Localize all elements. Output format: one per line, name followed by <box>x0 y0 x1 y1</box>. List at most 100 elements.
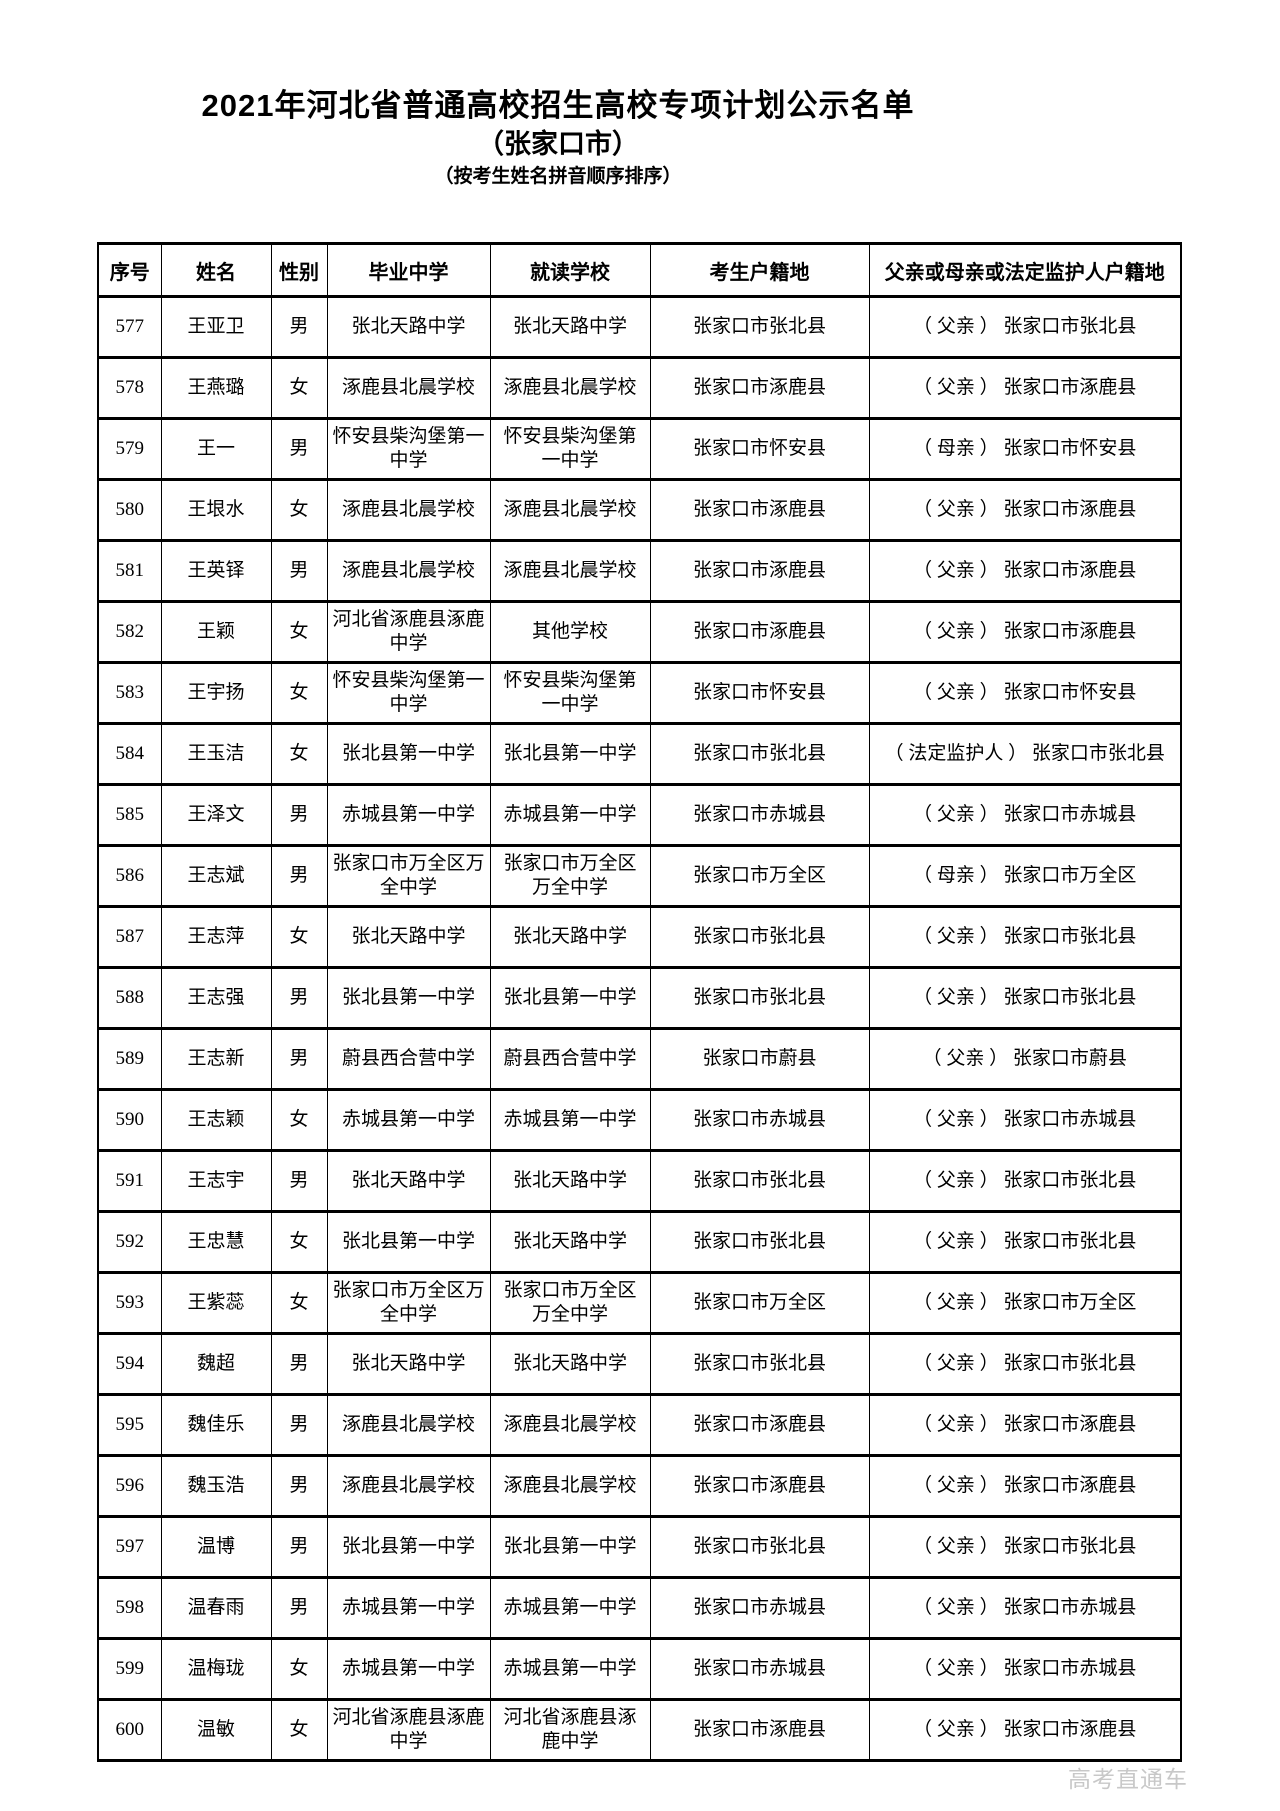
gender-cell: 男 <box>270 783 328 847</box>
name-cell: 王忠慧 <box>160 1210 272 1274</box>
serial-cell: 579 <box>97 417 162 481</box>
candidate-residence-cell: 张家口市怀安县 <box>649 661 870 725</box>
name-cell: 王亚卫 <box>160 295 272 359</box>
candidate-residence-cell: 张家口市万全区 <box>649 844 870 908</box>
gender-cell: 男 <box>270 1332 328 1396</box>
name-cell: 王志新 <box>160 1027 272 1091</box>
candidate-residence-cell: 张家口市涿鹿县 <box>649 356 870 420</box>
document-sort-note: （按考生姓名拼音顺序排序） <box>434 166 682 187</box>
table-row: 594 魏超 男 张北天路中学 张北天路中学 张家口市张北县 （ 父亲 ） 张家… <box>97 1332 1182 1396</box>
table-row: 596 魏玉浩 男 涿鹿县北晨学校 涿鹿县北晨学校 张家口市涿鹿县 （ 父亲 ）… <box>97 1454 1182 1518</box>
gender-cell: 女 <box>270 1088 328 1152</box>
serial-cell: 597 <box>97 1515 162 1579</box>
name-cell: 王志宇 <box>160 1149 272 1213</box>
candidate-residence-cell: 张家口市蔚县 <box>649 1027 870 1091</box>
candidate-residence-cell: 张家口市涿鹿县 <box>649 1393 870 1457</box>
candidate-residence-cell: 张家口市张北县 <box>649 1332 870 1396</box>
serial-cell: 594 <box>97 1332 162 1396</box>
gender-cell: 男 <box>270 1027 328 1091</box>
serial-cell: 585 <box>97 783 162 847</box>
graduation-school-cell: 涿鹿县北晨学校 <box>326 478 491 542</box>
document-title: 2021年河北省普通高校招生高校专项计划公示名单 <box>201 88 915 123</box>
candidate-residence-cell: 张家口市张北县 <box>649 1149 870 1213</box>
gender-cell: 男 <box>270 1149 328 1213</box>
name-cell: 王紫蕊 <box>160 1271 272 1335</box>
gender-cell: 男 <box>270 539 328 603</box>
guardian-residence-cell: （ 父亲 ） 张家口市张北县 <box>868 295 1182 359</box>
name-cell: 王一 <box>160 417 272 481</box>
candidate-residence-cell: 张家口市张北县 <box>649 966 870 1030</box>
attending-school-cell: 河北省涿鹿县涿鹿中学 <box>489 1698 651 1762</box>
attending-school-cell: 涿鹿县北晨学校 <box>489 1454 651 1518</box>
name-cell: 王英铎 <box>160 539 272 603</box>
gender-cell: 女 <box>270 905 328 969</box>
attending-school-cell: 赤城县第一中学 <box>489 1576 651 1640</box>
guardian-residence-cell: （ 父亲 ） 张家口市涿鹿县 <box>868 1454 1182 1518</box>
graduation-school-cell: 张北县第一中学 <box>326 722 491 786</box>
name-cell: 王颖 <box>160 600 272 664</box>
guardian-residence-cell: （ 父亲 ） 张家口市张北县 <box>868 1210 1182 1274</box>
guardian-residence-cell: （ 父亲 ） 张家口市赤城县 <box>868 1088 1182 1152</box>
header-candidate-residence: 考生户籍地 <box>649 242 870 298</box>
graduation-school-cell: 涿鹿县北晨学校 <box>326 356 491 420</box>
table-row: 584 王玉洁 女 张北县第一中学 张北县第一中学 张家口市张北县 （ 法定监护… <box>97 722 1182 786</box>
gender-cell: 女 <box>270 478 328 542</box>
table-row: 595 魏佳乐 男 涿鹿县北晨学校 涿鹿县北晨学校 张家口市涿鹿县 （ 父亲 ）… <box>97 1393 1182 1457</box>
attending-school-cell: 张北县第一中学 <box>489 1515 651 1579</box>
table-row: 583 王宇扬 女 怀安县柴沟堡第一中学 怀安县柴沟堡第一中学 张家口市怀安县 … <box>97 661 1182 725</box>
serial-cell: 588 <box>97 966 162 1030</box>
attending-school-cell: 其他学校 <box>489 600 651 664</box>
roster-table-header: 序号 姓名 性别 毕业中学 就读学校 考生户籍地 父亲或母亲或法定监护人户籍地 <box>97 242 1182 298</box>
candidate-residence-cell: 张家口市赤城县 <box>649 783 870 847</box>
graduation-school-cell: 涿鹿县北晨学校 <box>326 539 491 603</box>
candidate-residence-cell: 张家口市张北县 <box>649 1515 870 1579</box>
attending-school-cell: 张北天路中学 <box>489 295 651 359</box>
name-cell: 王宇扬 <box>160 661 272 725</box>
guardian-residence-cell: （ 母亲 ） 张家口市怀安县 <box>868 417 1182 481</box>
guardian-residence-cell: （ 父亲 ） 张家口市万全区 <box>868 1271 1182 1335</box>
guardian-residence-cell: （ 父亲 ） 张家口市张北县 <box>868 966 1182 1030</box>
table-row: 586 王志斌 男 张家口市万全区万全中学 张家口市万全区万全中学 张家口市万全… <box>97 844 1182 908</box>
candidate-residence-cell: 张家口市赤城县 <box>649 1088 870 1152</box>
table-row: 577 王亚卫 男 张北天路中学 张北天路中学 张家口市张北县 （ 父亲 ） 张… <box>97 295 1182 359</box>
attending-school-cell: 涿鹿县北晨学校 <box>489 1393 651 1457</box>
candidate-residence-cell: 张家口市张北县 <box>649 722 870 786</box>
gender-cell: 男 <box>270 1454 328 1518</box>
attending-school-cell: 怀安县柴沟堡第一中学 <box>489 417 651 481</box>
serial-cell: 591 <box>97 1149 162 1213</box>
gender-cell: 女 <box>270 661 328 725</box>
table-row: 589 王志新 男 蔚县西合营中学 蔚县西合营中学 张家口市蔚县 （ 父亲 ） … <box>97 1027 1182 1091</box>
name-cell: 王志颖 <box>160 1088 272 1152</box>
gender-cell: 男 <box>270 1393 328 1457</box>
header-serial: 序号 <box>97 242 162 298</box>
serial-cell: 583 <box>97 661 162 725</box>
candidate-residence-cell: 张家口市怀安县 <box>649 417 870 481</box>
attending-school-cell: 张北县第一中学 <box>489 722 651 786</box>
attending-school-cell: 赤城县第一中学 <box>489 1637 651 1701</box>
guardian-residence-cell: （ 父亲 ） 张家口市赤城县 <box>868 1637 1182 1701</box>
table-row: 599 温梅珑 女 赤城县第一中学 赤城县第一中学 张家口市赤城县 （ 父亲 ）… <box>97 1637 1182 1701</box>
attending-school-cell: 怀安县柴沟堡第一中学 <box>489 661 651 725</box>
header-guardian-residence: 父亲或母亲或法定监护人户籍地 <box>868 242 1182 298</box>
graduation-school-cell: 涿鹿县北晨学校 <box>326 1393 491 1457</box>
serial-cell: 589 <box>97 1027 162 1091</box>
table-row: 591 王志宇 男 张北天路中学 张北天路中学 张家口市张北县 （ 父亲 ） 张… <box>97 1149 1182 1213</box>
guardian-residence-cell: （ 父亲 ） 张家口市涿鹿县 <box>868 356 1182 420</box>
attending-school-cell: 张北县第一中学 <box>489 966 651 1030</box>
attending-school-cell: 张家口市万全区万全中学 <box>489 844 651 908</box>
attending-school-cell: 张北天路中学 <box>489 905 651 969</box>
gender-cell: 女 <box>270 1637 328 1701</box>
graduation-school-cell: 张北天路中学 <box>326 1332 491 1396</box>
table-row: 580 王垠水 女 涿鹿县北晨学校 涿鹿县北晨学校 张家口市涿鹿县 （ 父亲 ）… <box>97 478 1182 542</box>
gender-cell: 女 <box>270 600 328 664</box>
name-cell: 王垠水 <box>160 478 272 542</box>
graduation-school-cell: 涿鹿县北晨学校 <box>326 1454 491 1518</box>
graduation-school-cell: 张北天路中学 <box>326 905 491 969</box>
name-cell: 魏超 <box>160 1332 272 1396</box>
document-subtitle-city: （张家口市） <box>477 129 639 159</box>
candidate-residence-cell: 张家口市赤城县 <box>649 1576 870 1640</box>
serial-cell: 600 <box>97 1698 162 1762</box>
candidate-residence-cell: 张家口市涿鹿县 <box>649 478 870 542</box>
header-attending-school: 就读学校 <box>489 242 651 298</box>
attending-school-cell: 张北天路中学 <box>489 1332 651 1396</box>
